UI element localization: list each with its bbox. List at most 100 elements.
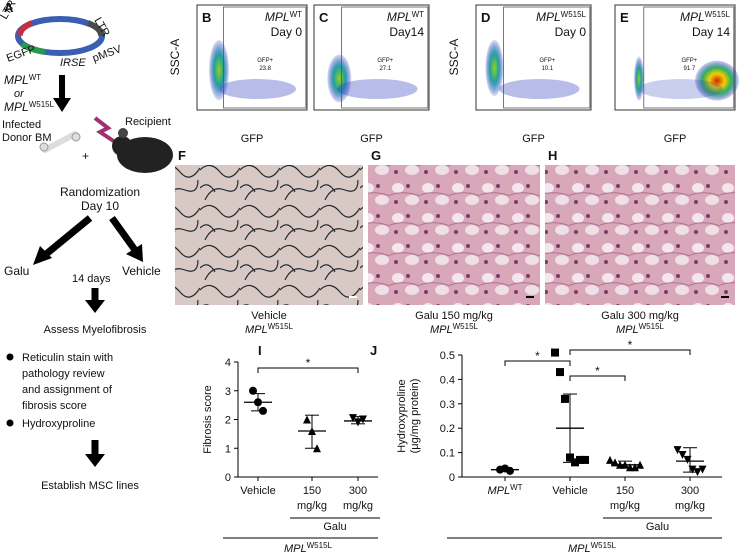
density-tail (639, 79, 723, 99)
y-axis-label: Fibrosis score (202, 385, 214, 453)
y-tick-label: 1 (225, 443, 231, 455)
genotype-base: MPL (536, 10, 561, 24)
bullet (6, 353, 14, 361)
plasmid-segment (86, 20, 104, 37)
genotype-label-sup: W515L (591, 541, 617, 550)
arrow-head (126, 244, 143, 262)
x-tick-label: Vehicle (240, 485, 275, 497)
construct: MPLW515L (4, 100, 55, 115)
genotype-base: MPL (387, 10, 412, 24)
y-axis-label: Hydroxyproline (396, 379, 408, 452)
lightning (93, 116, 117, 144)
gate (503, 6, 591, 109)
data-point (556, 368, 564, 377)
histology-image (545, 165, 735, 305)
panel-label: C (319, 10, 329, 25)
assess: Assess Myelofibrosis (44, 324, 147, 336)
x-axis-label: GFP (664, 133, 687, 145)
gate (222, 6, 307, 109)
y-axis-label: SSC-A (168, 39, 182, 76)
significance-bracket (257, 367, 359, 373)
density-tail (337, 79, 418, 99)
panel-label: B (202, 10, 211, 25)
caption: Galu 150 mg/kg (415, 310, 493, 322)
gate (643, 6, 735, 109)
arrow (109, 215, 138, 253)
arm: Vehicle (122, 264, 161, 278)
x-tick-label: mg/kg (610, 500, 640, 512)
construct-base: MPL (4, 100, 29, 114)
donor-label: Donor BM (2, 132, 52, 144)
construct-sup: WT (29, 73, 42, 82)
plasmid-segment (16, 20, 34, 37)
density-cloud (209, 40, 229, 101)
histology-image (368, 165, 540, 305)
gate-value: 23.8 (259, 66, 271, 72)
data-point (693, 468, 702, 477)
donor-label: Infected (2, 119, 41, 131)
caption-genotype-sup: W515L (453, 322, 479, 331)
y-tick-label: 4 (225, 357, 231, 369)
histology-image (175, 165, 363, 305)
data-point (631, 463, 639, 472)
genotype-base: MPL (265, 10, 290, 24)
data-point (576, 455, 584, 464)
x-tick-label: mg/kg (675, 500, 705, 512)
bullet-text: Reticulin stain with (22, 352, 113, 364)
x-tick-label: mg/kg (343, 500, 373, 512)
group-label: Galu (646, 521, 669, 533)
data-point (698, 465, 707, 474)
genotype: MPLW515L (536, 10, 587, 25)
panel-label: E (620, 10, 629, 25)
bullet-text: fibrosis score (22, 400, 87, 412)
data-point (581, 455, 589, 464)
caption-genotype-base: MPL (245, 324, 268, 336)
day-label: Day14 (389, 25, 424, 39)
y-tick-label: 0 (449, 472, 455, 484)
bullet-text: pathology review (22, 368, 105, 380)
genotype-label: MPLW515L (568, 541, 617, 556)
x-axis-label: GFP (360, 133, 383, 145)
significance-label: * (306, 356, 311, 370)
bullet (6, 419, 14, 427)
recipient-label: Recipient (125, 116, 171, 128)
significance-bracket (569, 375, 626, 381)
x-tick-label: mg/kg (297, 500, 327, 512)
data-point (303, 415, 311, 424)
x-tick-label: 300 (349, 485, 367, 497)
genotype-sup: WT (412, 10, 425, 19)
x-tick-label-base: MPL (487, 485, 510, 497)
plasmid-segment (20, 41, 46, 55)
arrow-head (53, 98, 71, 112)
y-tick-label: 0.4 (440, 374, 455, 386)
y-tick-label: 3 (225, 386, 231, 398)
significance-label: * (535, 349, 540, 363)
arrow-head (85, 300, 105, 313)
x-axis-label: GFP (241, 133, 264, 145)
y-tick-label: 0 (225, 472, 231, 484)
density-cloud (634, 56, 644, 101)
data-point (606, 455, 614, 464)
construct-base: MPL (4, 73, 29, 87)
y-axis-label: (μg/mg protein) (409, 379, 421, 454)
significance-bracket (504, 360, 571, 366)
density-tail (219, 79, 296, 99)
density-cloud (695, 60, 739, 101)
significance-label: * (628, 338, 633, 352)
schematic (6, 16, 173, 467)
arrow-head (33, 246, 52, 265)
data-point (678, 451, 687, 460)
x-tick-label: Vehicle (552, 485, 587, 497)
genotype: MPLWT (265, 10, 302, 25)
gate-label: GFP+ (377, 58, 393, 64)
y-axis-label: SSC-A (447, 39, 461, 76)
arrow-head (85, 454, 105, 467)
significance-bracket (569, 349, 691, 355)
vector-element: IRSE (60, 57, 86, 69)
bone (42, 131, 78, 153)
arrow (42, 215, 93, 258)
gate-label: GFP+ (257, 58, 273, 64)
genotype-sup: W515L (705, 10, 731, 19)
genotype-sup: WT (290, 10, 303, 19)
